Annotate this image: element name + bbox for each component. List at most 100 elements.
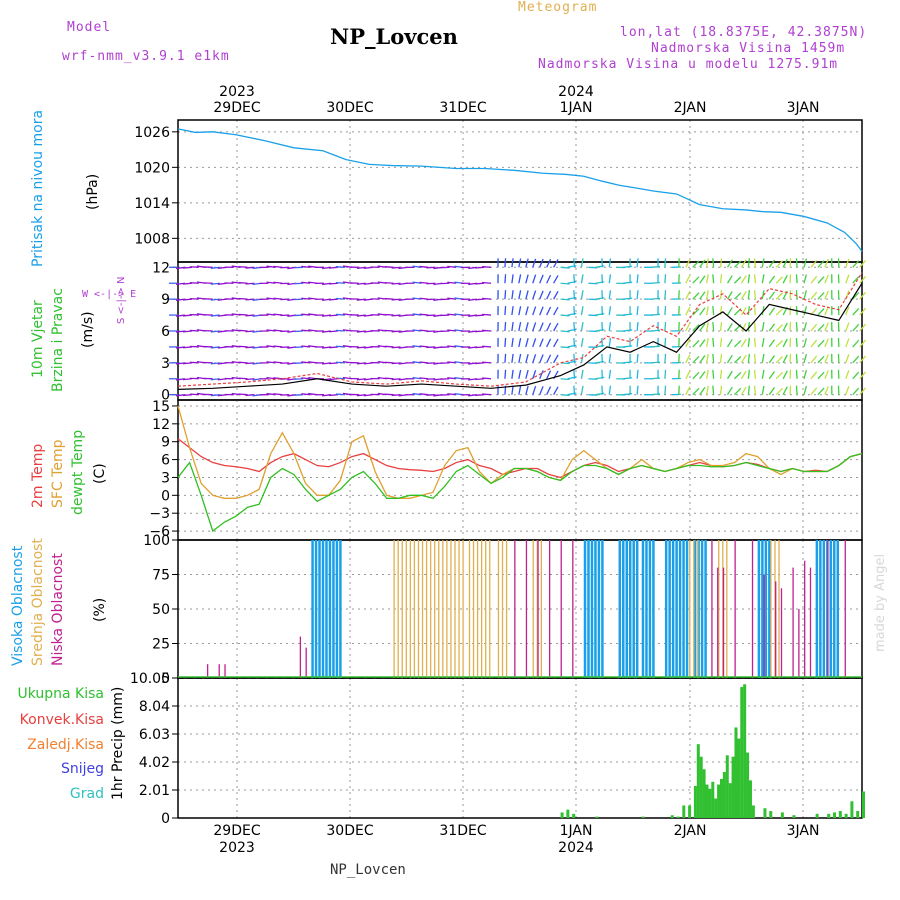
panel-0: 1008 1014 1020 1026 (134, 119, 863, 263)
wind-arrow (328, 378, 339, 381)
wind-arrow (532, 370, 537, 379)
wind-arrow (775, 387, 783, 396)
wind-arrow (525, 290, 529, 300)
y-tick-label: 6 (161, 324, 170, 340)
wind-arrow (518, 258, 522, 268)
high-cloud-bar (761, 540, 764, 678)
low-cloud-bar (525, 540, 528, 678)
legend-hail: Grad (69, 786, 104, 802)
low-cloud-bar (560, 540, 562, 678)
wind-arrow (803, 385, 808, 395)
tsfc-label: SFC Temp (50, 439, 66, 508)
wind-arrow (706, 385, 709, 395)
year-label: 2024 (558, 84, 594, 100)
wind-arrow (782, 322, 788, 332)
wind-arrow (553, 338, 559, 348)
wind-arrow (845, 274, 850, 284)
wind-arrow (475, 266, 485, 269)
wind-arrow (726, 259, 733, 268)
low-cloud-bar (514, 540, 516, 678)
wind-arrow (810, 291, 818, 300)
wind-arrow (391, 298, 401, 301)
wind-arrows (169, 258, 867, 397)
precip-bar (833, 812, 837, 818)
mid-cloud-bar (505, 540, 508, 678)
wind-arrow (824, 290, 829, 300)
wind-arrow (532, 274, 537, 284)
precip-bar (676, 816, 680, 818)
wind-arrow (301, 377, 311, 380)
precip-bar (722, 772, 726, 818)
wind-arrow (740, 259, 747, 268)
wind-arrow (511, 353, 514, 363)
wind-arrow (238, 377, 248, 380)
wind-arrow (328, 314, 339, 317)
wind-arrow (447, 313, 457, 316)
wind-arrow (475, 314, 485, 317)
low-cloud-bar (734, 540, 736, 678)
wind-arrow (740, 386, 747, 396)
y-tick-label: 25 (152, 637, 170, 653)
wind-arrow (761, 385, 765, 395)
wind-arrow (426, 346, 436, 349)
wind-arrow (266, 265, 276, 268)
wind-arrow (719, 369, 723, 379)
wind-arrow (210, 362, 220, 365)
high-cloud-bar (635, 540, 639, 678)
precip-bar (763, 808, 767, 818)
legend-total-rain: Ukupna Kisa (17, 686, 104, 702)
wind-arrow (753, 369, 756, 379)
wind-arrow (301, 345, 311, 348)
wind-arrow (580, 290, 584, 300)
wind-arrow (238, 297, 248, 300)
wind-arrow (580, 337, 584, 348)
wind-arrow (699, 323, 706, 332)
wind-arrow (447, 393, 457, 396)
wind-arrow (447, 377, 457, 380)
wind-arrow (525, 322, 529, 332)
mid-cloud-bar (770, 540, 772, 678)
low-cloud-bar (775, 581, 777, 678)
wind-arrow (734, 260, 742, 268)
wind-arrow (852, 292, 860, 300)
wind-arrow (852, 355, 860, 364)
wind-arrow (761, 369, 765, 379)
wind-arrow (692, 324, 700, 332)
wind-arrow (238, 329, 248, 332)
wind-arrow (692, 276, 700, 284)
wind-arrow (391, 346, 401, 349)
wind-arrow (803, 290, 808, 300)
y-tick-label: 12 (152, 417, 170, 433)
wind-arrow (560, 298, 570, 301)
precip-bar (714, 798, 718, 818)
precip-bar (725, 755, 729, 818)
wind-arrow (504, 290, 507, 300)
wind-arrow (810, 275, 818, 284)
mid-cloud-bar (401, 540, 403, 678)
wind-arrow (328, 330, 339, 333)
precip-bar (780, 812, 784, 818)
y-tick-label: 50 (152, 602, 170, 618)
mid-cloud-bar (454, 540, 456, 678)
y-tick-label: 1020 (134, 160, 170, 176)
wind-arrow (573, 321, 576, 332)
wind-arrow (753, 306, 756, 316)
wind-arrow (504, 369, 507, 379)
low-cloud-bar (548, 540, 551, 678)
wind-arrow (685, 386, 691, 395)
wind-arrow (560, 266, 570, 269)
wind-arrow (391, 394, 401, 397)
mid-cloud-bar (689, 540, 691, 678)
wind-arrow (525, 274, 529, 284)
series-dewpt (177, 452, 863, 533)
wind-arrow (301, 393, 311, 396)
wind-arrow (699, 291, 706, 300)
cloud-unit: (%) (92, 597, 108, 622)
wind-arrow (328, 394, 339, 397)
wind-arrow (532, 258, 537, 268)
legend-freezing-rain: Zaledj.Kisa (27, 737, 104, 753)
wind-arrow (546, 354, 552, 364)
wind-arrow (266, 313, 276, 316)
high-cloud-bar (671, 540, 675, 678)
wind-arrow (685, 274, 691, 284)
